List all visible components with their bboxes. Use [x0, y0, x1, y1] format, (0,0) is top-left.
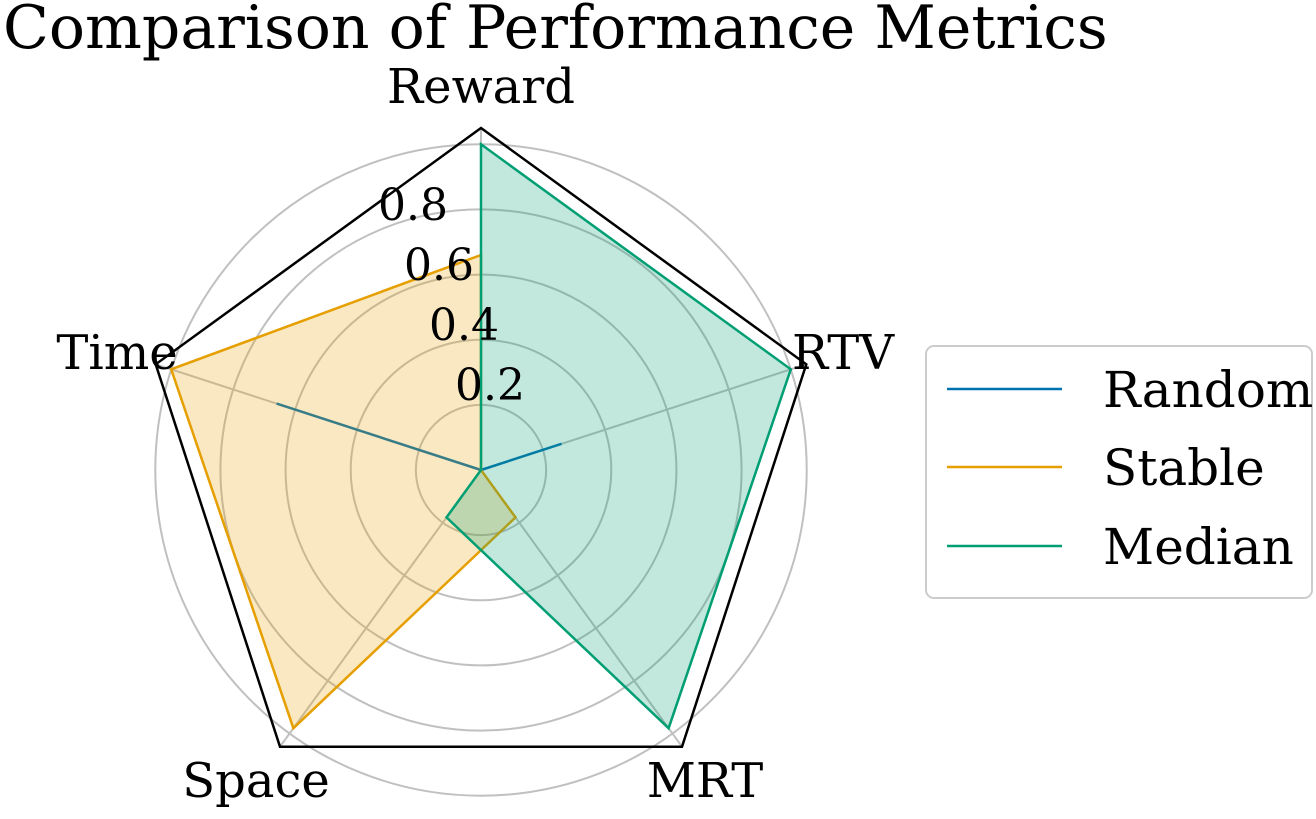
axis-labels: Reward RTV MRT Space Time: [56, 59, 895, 809]
series-layer: [169, 141, 793, 731]
axis-label-time: Time: [56, 325, 177, 381]
axis-label-rtv: RTV: [792, 325, 895, 381]
series-area-stable: [171, 255, 516, 729]
axis-label-space: Space: [182, 753, 330, 809]
outer-frame: [154, 126, 808, 748]
legend-box: [925, 345, 1313, 599]
chart-title: Comparison of Performance Metrics: [3, 0, 1108, 63]
legend: Random Stable Median: [925, 345, 1313, 599]
axis-label-mrt: MRT: [647, 753, 763, 809]
legend-label-random: Random: [1103, 361, 1313, 419]
tick-label-0-6: 0.6: [404, 240, 474, 291]
series-area-median: [446, 144, 791, 729]
radial-tick-labels: 0.2 0.4 0.6 0.8: [378, 180, 525, 411]
frame-polygon: [154, 126, 808, 748]
tick-label-0-4: 0.4: [429, 300, 499, 351]
legend-label-stable: Stable: [1103, 439, 1265, 497]
tick-label-0-2: 0.2: [455, 360, 525, 411]
axis-label-reward: Reward: [387, 59, 575, 115]
legend-label-median: Median: [1103, 518, 1294, 576]
tick-label-0-8: 0.8: [378, 180, 448, 231]
series-line-median: [444, 141, 793, 731]
